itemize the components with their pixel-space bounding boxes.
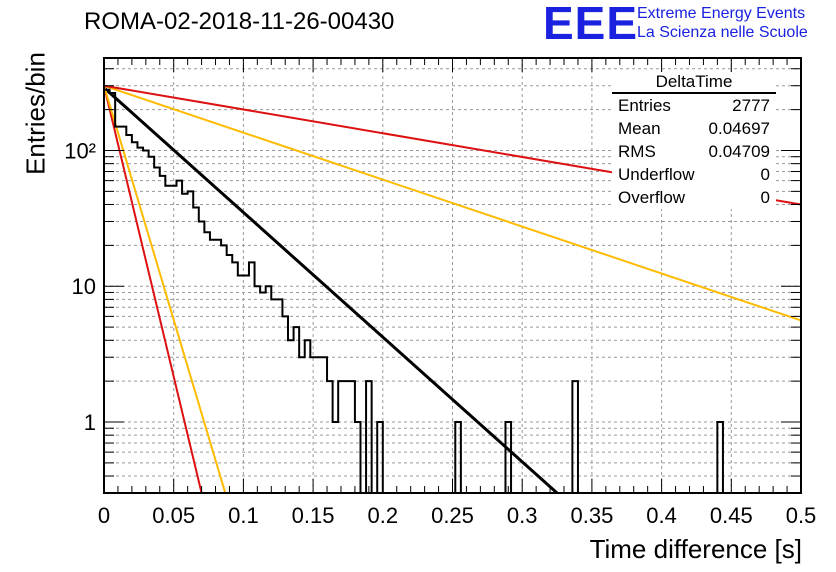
x-tick-label: 0.5 [786,503,817,528]
logo-line-1: Extreme Energy Events [637,5,806,22]
y-tick-label: 1 [84,410,96,435]
x-tick-label: 0.45 [710,503,753,528]
x-tick-label: 0.2 [368,503,399,528]
x-tick-label: 0.35 [570,503,613,528]
x-tick-label: 0.05 [152,503,195,528]
x-axis-title: Time difference [s] [589,534,802,564]
x-tick-label: 0.25 [431,503,474,528]
x-tick-label: 0.4 [646,503,677,528]
x-tick-label: 0.1 [228,503,259,528]
x-tick-label: 0.15 [292,503,335,528]
y-tick-label: 10 [72,274,96,299]
axis-ticks [103,58,802,494]
x-tick-label: 0 [98,503,110,528]
chart-title: ROMA-02-2018-11-26-00430 [84,8,395,35]
y-tick-label: 10² [64,138,96,163]
y-axis-title: Entries/bin [20,52,51,175]
stats-row-overflow: Overflow 0 [618,188,770,207]
fit-curve [103,84,802,322]
grid [104,58,801,494]
stats-row-entries: Entries 2777 [618,96,770,115]
tick-labels: 0 0.05 0.1 0.15 0.2 0.25 0.3 0.35 0.4 0.45 0.5 1 10 1… [64,138,816,528]
eee-logo: EEE [543,0,639,49]
stats-row-underflow: Underflow 0 [618,165,770,184]
fit-curve [103,85,203,494]
stats-box: DeltaTime Entries 2777 Mean 0.04697 RMS 0.0… [612,72,776,209]
fit-curve [102,86,559,495]
fit-curve [103,85,227,494]
stats-row-rms: RMS 0.04709 [618,142,770,161]
x-tick-label: 0.3 [507,503,538,528]
stats-row-mean: Mean 0.04697 [618,119,770,138]
logo-line-2: La Scienza nelle Scuole [637,24,808,41]
stats-title: DeltaTime [612,72,776,94]
